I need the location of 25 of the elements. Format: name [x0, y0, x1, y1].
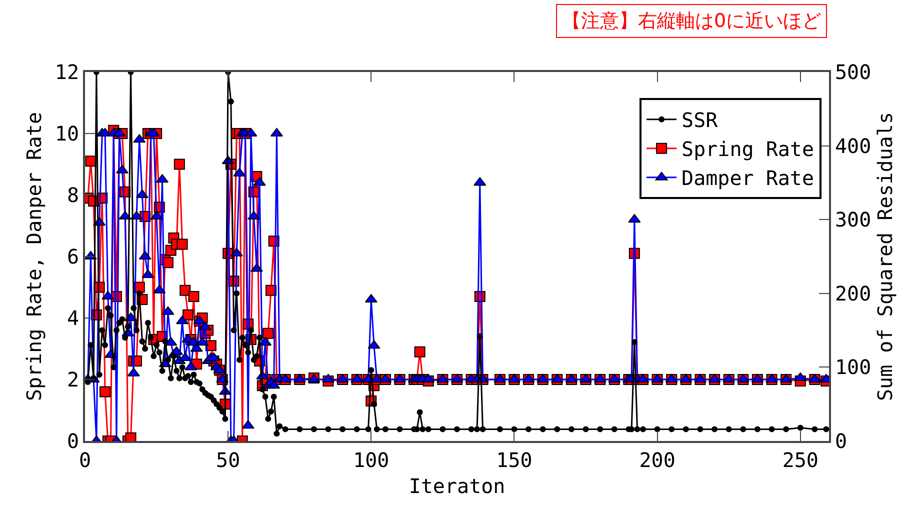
y2-tick-label: 400 [835, 134, 872, 158]
y-tick-label: 4 [66, 306, 79, 330]
y2-axis-title: Sum of Squared Residuals [873, 112, 898, 401]
x-tick-label: 150 [496, 448, 532, 472]
x-axis-title: Iteraton [408, 474, 506, 498]
y2-tick-label: 200 [835, 281, 872, 306]
y-tick-label: 8 [66, 183, 79, 207]
y2-tick-label: 500 [835, 60, 872, 84]
x-tick-label: 50 [216, 448, 240, 472]
legend-label: SSR [682, 108, 719, 132]
text: 【注意】右縦軸は0に近いほど [562, 10, 822, 32]
y2-tick-label: 300 [835, 208, 872, 232]
x-tick-label: 250 [782, 448, 818, 472]
y-axis-title: Spring Rate, Danper Rate [22, 112, 46, 401]
y-tick-label: 0 [66, 429, 79, 453]
y-tick-label: 10 [54, 122, 79, 146]
y-tick-label: 12 [54, 60, 79, 84]
y-tick-label: 2 [66, 368, 79, 392]
legend-label: Damper Rate [682, 166, 814, 190]
y-tick-label: 6 [66, 244, 79, 268]
legend-label: Spring Rate [682, 137, 814, 162]
x-tick-label: 200 [639, 448, 676, 472]
y2-tick-label: 100 [835, 355, 872, 380]
y2-tick-label: 0 [835, 429, 848, 453]
x-tick-label: 100 [353, 448, 390, 472]
